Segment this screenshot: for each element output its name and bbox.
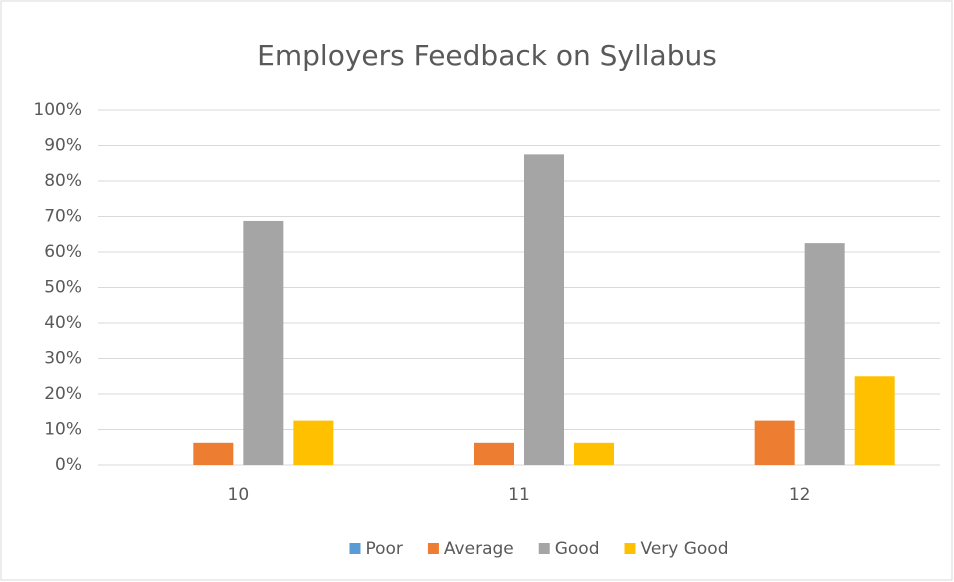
legend-label: Good <box>555 539 600 559</box>
y-tick-label: 100% <box>33 100 82 120</box>
legend-swatch <box>427 543 439 554</box>
bar <box>574 442 614 465</box>
y-tick-label: 60% <box>44 242 82 262</box>
y-tick-label: 40% <box>44 313 82 333</box>
bar <box>293 420 334 465</box>
x-tick-label: 11 <box>508 485 530 505</box>
y-tick-label: 50% <box>44 278 82 298</box>
legend-label: Very Good <box>641 539 729 559</box>
y-tick-label: 20% <box>44 384 82 404</box>
y-tick-label: 90% <box>44 136 82 156</box>
y-tick-label: 70% <box>44 207 82 227</box>
legend-label: Poor <box>365 539 402 559</box>
legend-label: Average <box>444 539 514 559</box>
y-tick-label: 0% <box>55 455 82 475</box>
x-tick-label: 12 <box>789 485 811 505</box>
y-tick-label: 10% <box>44 420 82 440</box>
legend-swatch <box>624 543 636 554</box>
bar <box>474 442 514 465</box>
x-tick-label: 10 <box>228 485 250 505</box>
bar <box>754 420 795 465</box>
chart-title: Employers Feedback on Syllabus <box>257 39 717 72</box>
bar <box>524 154 564 465</box>
bar <box>243 220 284 465</box>
y-tick-label: 80% <box>44 171 82 191</box>
y-tick-label: 30% <box>44 349 82 369</box>
legend-swatch <box>538 543 550 554</box>
bar <box>804 243 845 465</box>
legend-swatch <box>349 543 361 554</box>
bar <box>854 376 895 465</box>
bar <box>193 442 234 465</box>
